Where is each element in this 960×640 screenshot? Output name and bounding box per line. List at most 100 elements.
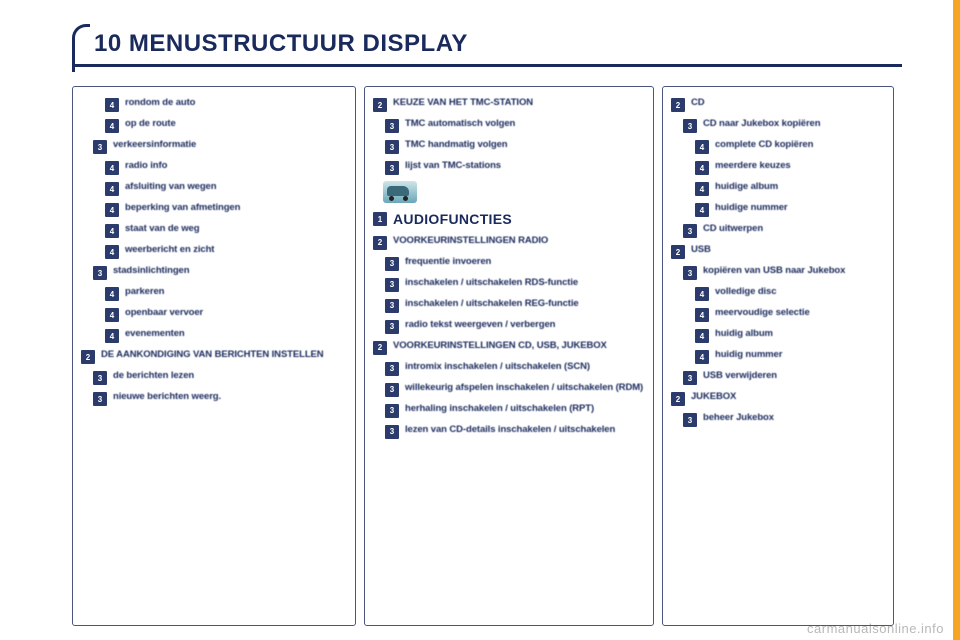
menu-row: 2KEUZE VAN HET TMC-STATION [373, 97, 645, 112]
level-box: 4 [105, 119, 119, 133]
menu-label: evenementen [125, 328, 185, 340]
level-box: 3 [385, 161, 399, 175]
menu-row: 3 de berichten lezen [93, 370, 347, 385]
menu-label: nieuwe berichten weerg. [113, 391, 221, 403]
menu-row: 4parkeren [105, 286, 347, 301]
menu-label: huidige album [715, 181, 778, 193]
level-box: 4 [105, 329, 119, 343]
level-box: 3 [385, 425, 399, 439]
level-box: 3 [385, 404, 399, 418]
level-box: 4 [695, 161, 709, 175]
accent-stripe [953, 0, 960, 640]
menu-label: de berichten lezen [113, 370, 194, 382]
menu-row: 4beperking van afmetingen [105, 202, 347, 217]
level-box: 3 [93, 140, 107, 154]
menu-label: frequentie invoeren [405, 256, 491, 268]
menu-row: 3 lezen van CD-details inschakelen / uits… [385, 424, 645, 439]
menu-row: 3 verkeersinformatie [93, 139, 347, 154]
menu-row: 2 CD [671, 97, 885, 112]
menu-label: rondom de auto [125, 97, 195, 109]
level-box: 3 [683, 266, 697, 280]
car-icon [383, 181, 417, 203]
menu-label: VOORKEURINSTELLINGEN RADIO [393, 235, 548, 247]
level-box: 2 [671, 98, 685, 112]
level-box: 4 [695, 140, 709, 154]
menu-label: AUDIOFUNCTIES [393, 211, 512, 229]
menu-row: 3TMC automatisch volgen [385, 118, 645, 133]
level-box: 4 [105, 308, 119, 322]
menu-row: 3 inschakelen / uitschakelen RDS-functie [385, 277, 645, 292]
menu-row: 3USB verwijderen [683, 370, 885, 385]
menu-label: verkeersinformatie [113, 139, 196, 151]
menu-label: op de route [125, 118, 176, 130]
level-box: 4 [105, 203, 119, 217]
menu-label: lezen van CD-details inschakelen / uitsc… [405, 424, 615, 436]
level-box: 3 [385, 362, 399, 376]
page-title: 10 MENUSTRUCTUUR DISPLAY [72, 24, 902, 67]
menu-label: meervoudige selectie [715, 307, 810, 319]
menu-label: staat van de weg [125, 223, 199, 235]
level-box: 1 [373, 212, 387, 226]
menu-label: radio info [125, 160, 167, 172]
column-2: 2KEUZE VAN HET TMC-STATION 3TMC automatis… [364, 86, 654, 626]
menu-label: kopiëren van USB naar Jukebox [703, 265, 845, 277]
menu-row: 3 herhaling inschakelen / uitschakelen (R… [385, 403, 645, 418]
level-box: 4 [105, 224, 119, 238]
menu-row: 3radio tekst weergeven / verbergen [385, 319, 645, 334]
level-box: 4 [695, 350, 709, 364]
menu-row: 3lijst van TMC-stations [385, 160, 645, 175]
level-box: 3 [93, 266, 107, 280]
level-box: 4 [105, 287, 119, 301]
menu-label: herhaling inschakelen / uitschakelen (RP… [405, 403, 594, 415]
menu-row: 4afsluiting van wegen [105, 181, 347, 196]
level-box: 2 [671, 245, 685, 259]
menu-label: huidig nummer [715, 349, 782, 361]
menu-row: 4 meerdere keuzes [695, 160, 885, 175]
menu-label: willekeurig afspelen inschakelen / uitsc… [405, 382, 643, 394]
menu-label: DE AANKONDIGING VAN BERICHTEN INSTELLEN [101, 349, 324, 361]
level-box: 4 [105, 98, 119, 112]
menu-label: inschakelen / uitschakelen RDS-functie [405, 277, 578, 289]
menu-label: meerdere keuzes [715, 160, 791, 172]
level-box: 2 [81, 350, 95, 364]
menu-label: CD uitwerpen [703, 223, 763, 235]
menu-row: 3frequentie invoeren [385, 256, 645, 271]
columns: 4 rondom de auto 4 op de route 3 verkeersinfo… [72, 86, 902, 626]
menu-row: 3 kopiëren van USB naar Jukebox [683, 265, 885, 280]
level-box: 4 [105, 182, 119, 196]
level-box: 2 [373, 236, 387, 250]
menu-row: 4 evenementen [105, 328, 347, 343]
column-1: 4 rondom de auto 4 op de route 3 verkeersinfo… [72, 86, 356, 626]
menu-row: 3CD naar Jukebox kopiëren [683, 118, 885, 133]
menu-row: 3stadsinlichtingen [93, 265, 347, 280]
column-3: 2 CD 3CD naar Jukebox kopiëren 4 complete CD… [662, 86, 894, 626]
menu-row: 4huidige nummer [695, 202, 885, 217]
menu-label: TMC handmatig volgen [405, 139, 508, 151]
menu-label: JUKEBOX [691, 391, 736, 403]
level-box: 3 [385, 140, 399, 154]
menu-row: 4 meervoudige selectie [695, 307, 885, 322]
menu-label: huidig album [715, 328, 773, 340]
menu-label: USB [691, 244, 711, 256]
level-box: 4 [695, 308, 709, 322]
menu-label: complete CD kopiëren [715, 139, 813, 151]
level-box: 3 [385, 299, 399, 313]
level-box: 2 [671, 392, 685, 406]
level-box: 3 [385, 383, 399, 397]
menu-row: 2 VOORKEURINSTELLINGEN RADIO [373, 235, 645, 250]
menu-row: 4volledige disc [695, 286, 885, 301]
menu-label: huidige nummer [715, 202, 788, 214]
level-box: 3 [93, 392, 107, 406]
menu-label: USB verwijderen [703, 370, 777, 382]
level-box: 3 [385, 278, 399, 292]
level-box: 3 [385, 119, 399, 133]
menu-label: CD [691, 97, 705, 109]
menu-row: 3beheer Jukebox [683, 412, 885, 427]
level-box: 3 [93, 371, 107, 385]
menu-row: 2 USB [671, 244, 885, 259]
menu-row: 2 DE AANKONDIGING VAN BERICHTEN INSTELLEN [81, 349, 347, 364]
menu-label: VOORKEURINSTELLINGEN CD, USB, JUKEBOX [393, 340, 607, 352]
menu-row: 4 complete CD kopiëren [695, 139, 885, 154]
level-box: 3 [683, 119, 697, 133]
page-frame: 10 MENUSTRUCTUUR DISPLAY 4 rondom de auto… [72, 24, 902, 626]
